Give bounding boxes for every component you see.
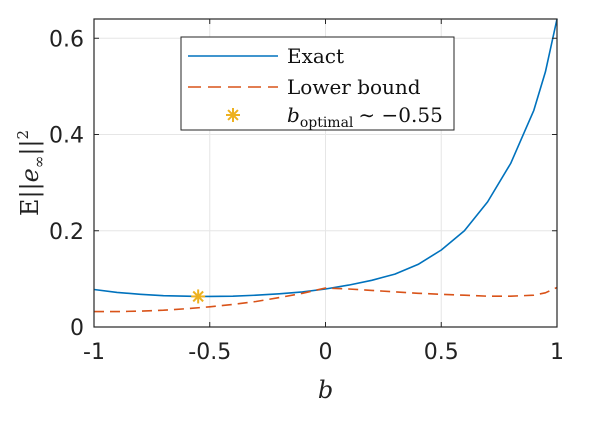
exact-line bbox=[93, 18, 558, 298]
asterisk-stroke bbox=[192, 290, 204, 303]
y-tick-label: 0.2 bbox=[49, 220, 84, 245]
x-tick-label: -0.5 bbox=[188, 340, 231, 365]
legend-asterisk-icon bbox=[226, 108, 240, 122]
y-tick-label: 0.6 bbox=[49, 27, 84, 52]
legend: Exact Lower bound boptimal ∼ −0.55 bbox=[180, 36, 455, 131]
asterisk-stroke bbox=[227, 109, 239, 121]
y-label-norm-open: || bbox=[16, 182, 45, 198]
optimal-marker-layer bbox=[191, 289, 206, 304]
legend-optimal-sub: optimal bbox=[300, 115, 354, 131]
axis-ticks: -1 -0.5 0 0.5 1 0 0.2 0.4 0.6 bbox=[49, 19, 564, 365]
x-tick-label: -1 bbox=[83, 340, 105, 365]
y-tick-label: 0.4 bbox=[49, 124, 84, 149]
y-label-var: e bbox=[16, 168, 44, 182]
plot-series bbox=[93, 18, 558, 313]
x-tick-label: 1 bbox=[550, 340, 564, 365]
legend-optimal-var: b bbox=[287, 103, 300, 127]
y-label-sup: 2 bbox=[14, 130, 32, 140]
y-axis-label: E||e∞||2 bbox=[14, 130, 48, 216]
legend-lower-bound-label: Lower bound bbox=[287, 75, 421, 99]
y-label-norm-close: || bbox=[16, 139, 45, 155]
x-tick-label: 0.5 bbox=[424, 340, 459, 365]
y-label-sub: ∞ bbox=[30, 156, 48, 169]
optimal-point-marker bbox=[191, 289, 206, 304]
legend-exact-label: Exact bbox=[287, 44, 344, 68]
lower-bound-line bbox=[94, 286, 558, 313]
y-label-prefix: E bbox=[16, 199, 44, 217]
legend-asterisk bbox=[226, 108, 240, 122]
y-tick-label: 0 bbox=[70, 316, 84, 341]
legend-optimal-label: boptimal ∼ −0.55 bbox=[287, 103, 443, 131]
x-tick-label: 0 bbox=[319, 340, 333, 365]
x-axis-label: b bbox=[318, 376, 333, 404]
legend-optimal-rest: ∼ −0.55 bbox=[358, 103, 442, 127]
